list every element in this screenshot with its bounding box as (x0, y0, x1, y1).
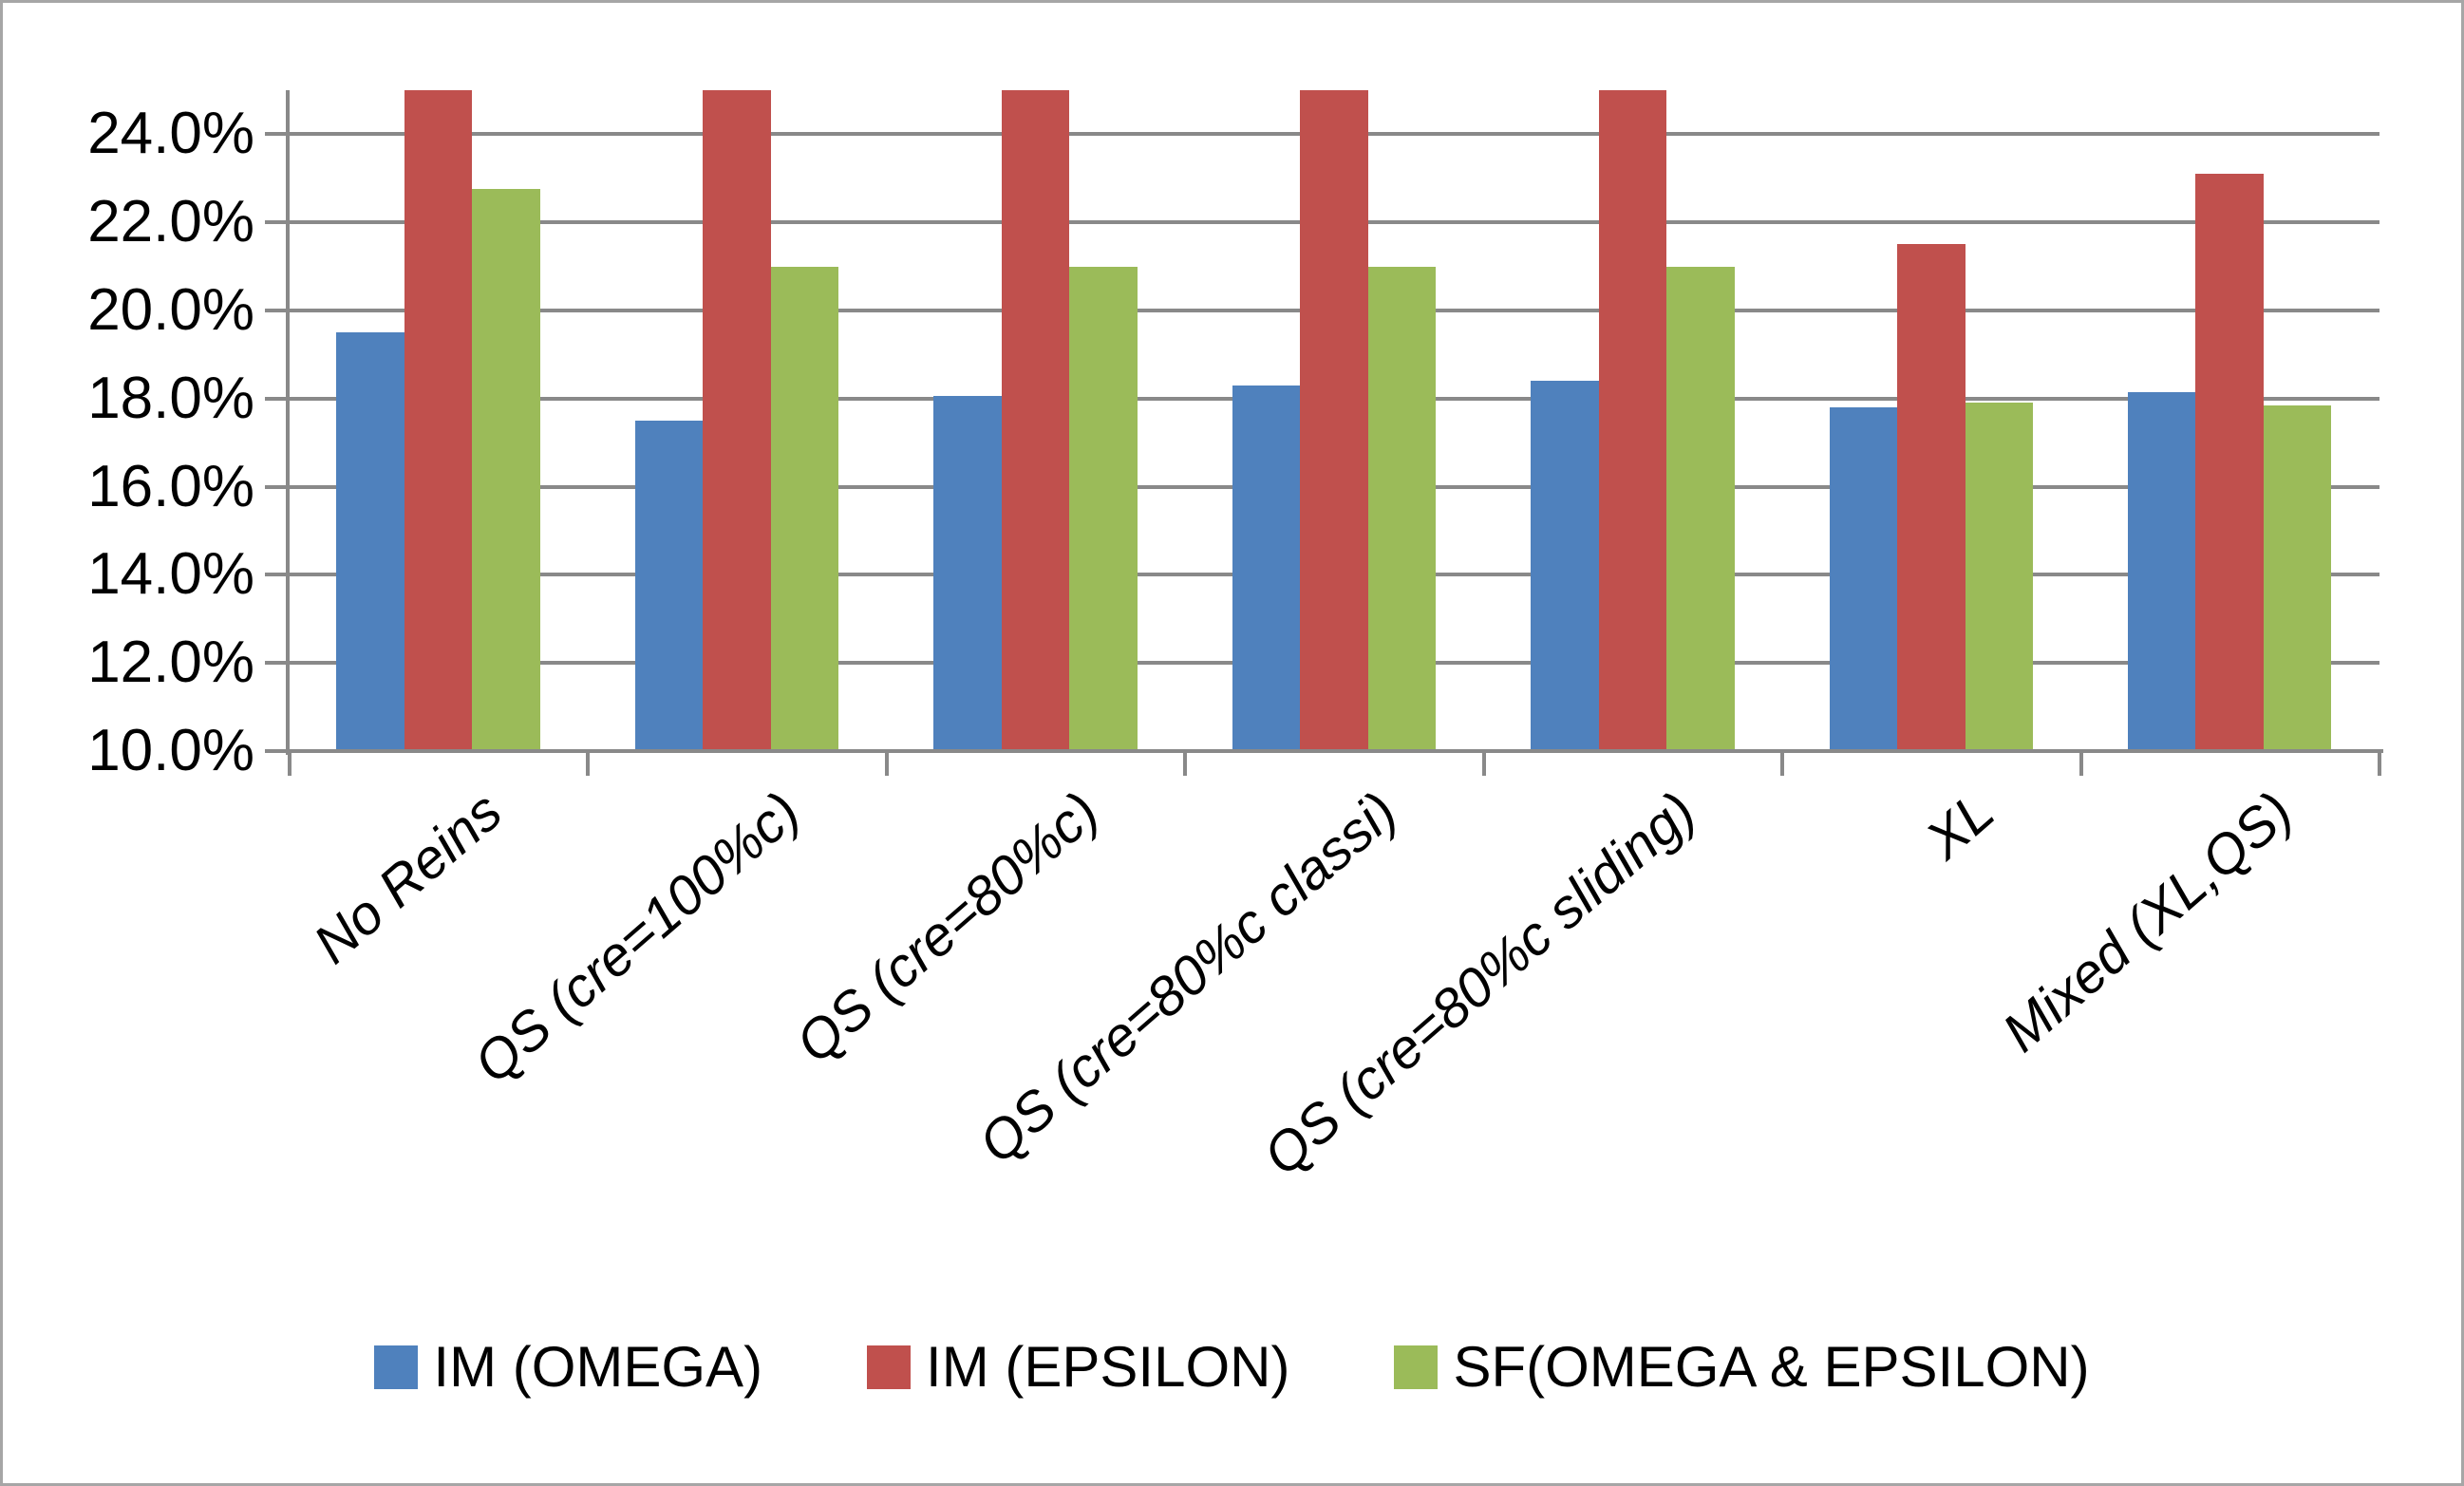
y-tick (265, 749, 286, 753)
bar-s1-c1 (703, 90, 771, 751)
bar-s2-c0 (472, 189, 540, 751)
x-tick (1183, 751, 1188, 776)
bar-s0-c3 (1232, 385, 1301, 751)
bar-s0-c0 (336, 332, 404, 751)
y-axis-label: 10.0% (87, 718, 254, 783)
legend-item: SF(OMEGA & EPSILON) (1394, 1334, 2090, 1400)
legend-label: SF(OMEGA & EPSILON) (1453, 1335, 2090, 1399)
legend-swatch-icon (374, 1345, 419, 1389)
bar-s1-c5 (1897, 244, 1966, 751)
legend-label: IM (OMEGA) (433, 1335, 763, 1399)
bar-s2-c5 (1965, 403, 2033, 751)
x-tick (288, 751, 292, 776)
bar-s0-c6 (2127, 391, 2196, 751)
bar-s1-c6 (2195, 174, 2264, 751)
bar-s1-c4 (1598, 90, 1667, 751)
y-tick (265, 220, 286, 225)
y-tick (265, 396, 286, 401)
y-axis-label: 12.0% (87, 630, 254, 696)
plot-area (265, 90, 2383, 776)
y-tick (265, 132, 286, 137)
y-axis-line (286, 90, 290, 755)
x-tick (1481, 751, 1486, 776)
bar-s0-c4 (1531, 381, 1599, 751)
bar-s0-c2 (933, 396, 1002, 751)
y-tick (265, 573, 286, 577)
legend-swatch-icon (1394, 1345, 1439, 1389)
bar-s1-c0 (404, 90, 473, 751)
bar-s2-c3 (1367, 266, 1437, 751)
x-tick (586, 751, 591, 776)
x-axis-label: Mixed (XL,QS) (1991, 780, 2305, 1064)
x-tick (2378, 751, 2381, 776)
x-axis-label: XL (1914, 780, 2006, 872)
y-tick (265, 484, 286, 489)
bar-s1-c3 (1300, 90, 1368, 751)
bar-s0-c5 (1829, 407, 1897, 751)
x-axis-labels: No Reins QS (cre=100%c) QS (cre=80%c) QS (c… (290, 755, 2379, 1325)
y-tick (265, 309, 286, 312)
legend-swatch-icon (867, 1345, 912, 1389)
x-axis-label: QS (cre=100%c) (462, 780, 812, 1096)
legend: IM (OMEGA) IM (EPSILON) SF(OMEGA & EPSILON… (3, 1334, 2461, 1400)
y-axis-label: 20.0% (87, 277, 254, 343)
bar-s2-c6 (2263, 404, 2332, 751)
legend-item: IM (EPSILON) (867, 1334, 1289, 1400)
bar-s2-c2 (1069, 266, 1138, 751)
y-axis-label: 18.0% (87, 365, 254, 431)
x-axis-line (286, 749, 2383, 753)
legend-item: IM (OMEGA) (374, 1334, 762, 1400)
bar-s1-c2 (1001, 90, 1070, 751)
y-tick (265, 661, 286, 666)
y-axis-label: 24.0% (87, 101, 254, 167)
x-tick (1780, 751, 1785, 776)
bar-s2-c4 (1666, 266, 1735, 751)
x-tick (2078, 751, 2083, 776)
x-axis-label: QS (cre=80%c) (784, 780, 1111, 1075)
y-axis-label: 16.0% (87, 453, 254, 519)
y-axis-label: 14.0% (87, 541, 254, 608)
x-axis-label: No Reins (301, 780, 514, 976)
x-tick (884, 751, 889, 776)
bar-s0-c1 (634, 421, 704, 751)
y-axis-label: 22.0% (87, 189, 254, 255)
legend-label: IM (EPSILON) (926, 1335, 1290, 1399)
bar-s2-c1 (770, 266, 839, 751)
